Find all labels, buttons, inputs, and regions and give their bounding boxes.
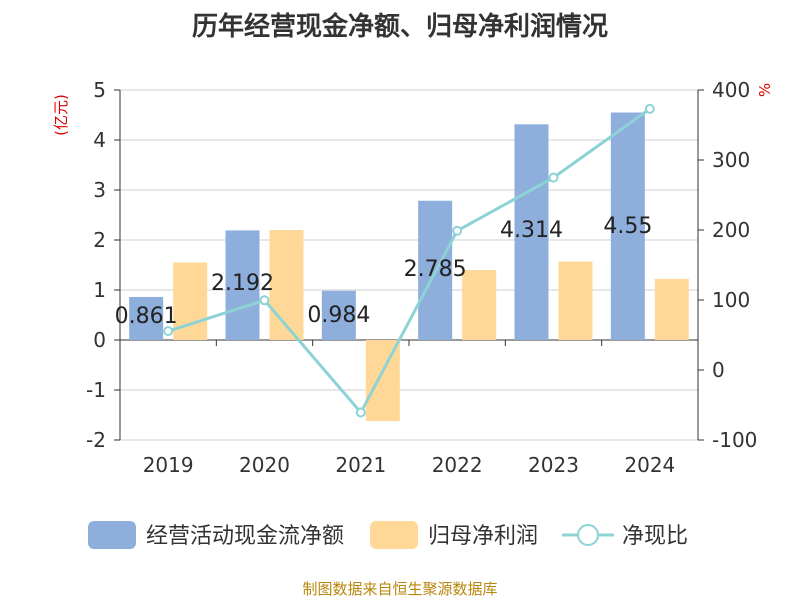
line-point-2022	[452, 225, 463, 236]
data-source-note: 制图数据来自恒生聚源数据库	[302, 580, 498, 598]
right-axis-tick-label-1: 300	[712, 148, 750, 172]
right-axis-tick-label-0: 400	[712, 78, 750, 102]
line-point-2024	[644, 103, 655, 114]
x-axis-tick-label-5: 2024	[624, 453, 675, 477]
x-axis-tick-label-1: 2020	[239, 453, 290, 477]
bar-series-0-2024	[610, 112, 645, 340]
data-label-2020: 2.192	[211, 271, 274, 296]
left-axis-tick-label-7: -2	[86, 428, 106, 452]
bar-series-1-2022	[462, 270, 497, 340]
line-point-2023	[548, 172, 559, 183]
data-label-2019: 0.861	[115, 304, 178, 329]
bar-series-1-2021	[365, 340, 400, 421]
line-series-0	[167, 107, 651, 416]
left-axis-tick-label-0: 5	[93, 78, 106, 102]
line-point-2020	[259, 295, 270, 306]
bar-layer	[129, 112, 689, 421]
x-axis-tick-label-0: 2019	[143, 453, 194, 477]
right-axis-tick-label-4: 0	[712, 358, 725, 382]
data-label-2022: 2.785	[404, 257, 467, 282]
bar-series-1-2023	[558, 261, 593, 340]
data-label-2023: 4.314	[500, 218, 563, 243]
x-axis-tick-label-4: 2023	[528, 453, 579, 477]
bar-series-1-2024	[654, 279, 689, 340]
x-axis-tick-label-3: 2022	[432, 453, 483, 477]
left-axis-unit-label: (亿元)	[52, 94, 70, 136]
right-axis-tick-label-2: 200	[712, 218, 750, 242]
right-axis-tick-label-3: 100	[712, 288, 750, 312]
legend-swatch-0	[88, 521, 136, 549]
right-axis-unit-label: %	[756, 83, 774, 97]
left-axis-tick-label-2: 3	[93, 178, 106, 202]
legend-label-2: 净现比	[622, 524, 688, 549]
bar-series-0-2019	[129, 296, 164, 340]
legend-label-0: 经营活动现金流净额	[146, 524, 344, 549]
axis-layer: 5 4 3 2 1 0 -1 -2 (亿元) 400 300 200 100 0 -100% 2019 2020…	[52, 78, 774, 477]
right-axis-tick-label-5: -100	[712, 428, 757, 452]
bar-series-0-2021	[321, 290, 356, 340]
chart-title: 历年经营现金净额、归母净利润情况	[191, 12, 608, 42]
label-layer: 0.861 2.192 0.984 2.785 4.314 4.55	[115, 214, 653, 329]
bar-series-0-2020	[225, 230, 260, 340]
left-axis-tick-label-3: 2	[93, 228, 106, 252]
left-axis-tick-label-6: -1	[86, 378, 106, 402]
bar-series-1-2020	[269, 230, 304, 340]
data-label-2024: 4.55	[603, 214, 652, 239]
line-point-2019	[163, 326, 174, 337]
left-axis-tick-label-4: 1	[93, 278, 106, 302]
legend-label-1: 归母净利润	[428, 524, 538, 549]
data-label-2021: 0.984	[307, 303, 370, 328]
line-point-2021	[355, 407, 366, 418]
line-layer	[163, 103, 655, 418]
left-axis-tick-label-5: 0	[93, 328, 106, 352]
left-axis-tick-label-1: 4	[93, 128, 106, 152]
legend-swatch-1	[370, 521, 419, 549]
x-axis-tick-label-2: 2021	[335, 453, 386, 477]
bar-series-0-2023	[514, 124, 549, 340]
legend: 经营活动现金流净额 归母净利润 净现比	[88, 521, 688, 549]
legend-marker-2	[577, 524, 600, 546]
